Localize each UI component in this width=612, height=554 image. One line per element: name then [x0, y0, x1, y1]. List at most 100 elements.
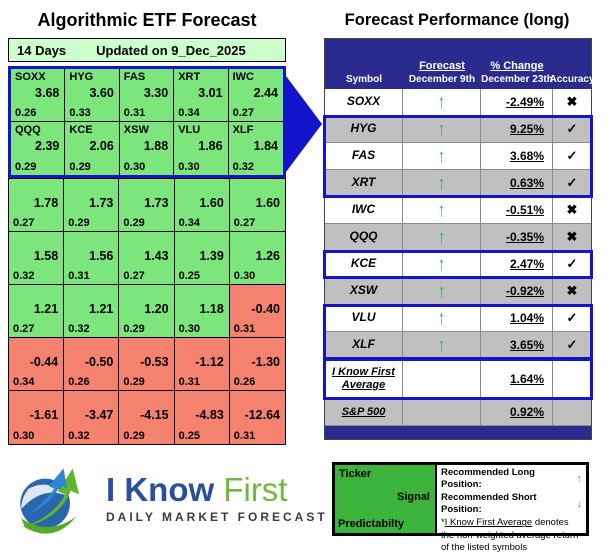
cell-predictability-value: 0.27 — [13, 323, 35, 335]
cell-predictability-value: 0.31 — [233, 430, 256, 442]
forecast-cell: 1.18 0.30 — [174, 285, 230, 338]
cell-predictability-value: 0.33 — [69, 107, 91, 119]
cell-signal-value: 1.18 — [199, 302, 224, 316]
cell-signal-value: -3.47 — [84, 408, 114, 422]
forecast-cell: -0.40 0.31 — [229, 285, 285, 338]
header-symbol: Symbol — [345, 74, 383, 85]
cell-signal-value: 1.39 — [199, 249, 224, 263]
cell-predictability-value: 0.25 — [178, 430, 201, 442]
forecast-cell: SOXX 3.68 0.26 — [11, 69, 66, 122]
cell-signal-value: 1.56 — [89, 249, 114, 263]
legend-cell-notes: Recommended Long Position: ↑ Recommended… — [437, 465, 586, 553]
forecast-cell: -0.44 0.34 — [9, 338, 65, 391]
cell-signal-value: -0.40 — [251, 302, 281, 316]
symbol-label: XLF — [352, 337, 375, 352]
forecast-cell: XRT 3.01 0.34 — [174, 69, 229, 122]
cell-predictability-value: 0.34 — [178, 107, 200, 119]
cell-predictability-value: 0.32 — [68, 430, 90, 442]
table-row-xrt: XRT ↑ 0.63% ✓ — [325, 170, 591, 197]
cell-signal-value: 1.21 — [33, 302, 59, 316]
cell-signal-value: -1.30 — [251, 355, 281, 369]
table-row-vlu: VLU ↑ 1.04% ✓ — [325, 305, 591, 332]
up-arrow-icon: ↑ — [403, 305, 481, 331]
forecast-cell: -4.15 0.29 — [119, 391, 175, 444]
forecast-cell: QQQ 2.39 0.29 — [11, 122, 66, 175]
cell-predictability-value: 0.34 — [178, 217, 201, 229]
change-value: 1.04% — [509, 311, 544, 325]
cell-predictability-value: 0.31 — [178, 376, 201, 388]
table-row-fas: FAS ↑ 3.68% ✓ — [325, 143, 591, 170]
cell-signal-value: 1.43 — [144, 249, 169, 263]
symbol-label: VLU — [351, 310, 376, 325]
accuracy-hit-icon: ✓ — [566, 148, 578, 163]
forecast-cell: KCE 2.06 0.29 — [65, 122, 120, 175]
legend-signal-label: Signal — [396, 491, 430, 503]
top-forecast-highlight-box: SOXX 3.68 0.26 HYG 3.60 0.33 FAS 3.30 0.31 XRT… — [8, 66, 286, 178]
cell-predictability-value: 0.26 — [233, 376, 256, 388]
forecast-cell: 1.21 0.27 — [9, 285, 65, 338]
cell-signal-value: 1.21 — [89, 302, 114, 316]
cell-ticker: SOXX — [15, 71, 46, 83]
forecast-cell: 1.78 0.27 — [9, 179, 65, 232]
table-header: Symbol Forecast December 9th % Change Dece… — [325, 39, 595, 89]
legend-ticker-label: Ticker — [339, 468, 372, 480]
performance-table: Symbol Forecast December 9th % Change Dece… — [323, 38, 595, 440]
cell-predictability-value: 0.27 — [233, 217, 256, 229]
cell-signal-value: 3.30 — [143, 86, 169, 100]
forecast-cell: -4.83 0.25 — [174, 391, 230, 444]
symbol-label: I Know First Average — [332, 365, 395, 391]
cell-signal-value: 1.73 — [89, 196, 114, 210]
symbol-label: XSW — [349, 283, 378, 298]
cell-signal-value: 1.60 — [255, 196, 280, 210]
legend-predictability-label: Predictabilty — [338, 518, 405, 530]
accuracy-miss-icon: ✖ — [566, 202, 578, 217]
forecast-cell: -12.64 0.31 — [229, 391, 285, 444]
accuracy-hit-icon: ✓ — [566, 310, 578, 325]
change-value: 0.92% — [509, 405, 544, 419]
table-row-xlf: XLF ↑ 3.65% ✓ — [325, 332, 591, 359]
change-value: 3.65% — [509, 338, 544, 352]
forecast-cell: 1.60 0.34 — [174, 179, 230, 232]
forecast-cell: -3.47 0.32 — [64, 391, 120, 444]
cell-signal-value: 2.44 — [253, 86, 278, 100]
cell-signal-value: -4.15 — [140, 408, 169, 422]
accuracy-hit-icon: ✓ — [566, 121, 578, 136]
table-row-ikf-average: I Know First Average 1.64% — [325, 359, 591, 399]
cell-predictability-value: 0.29 — [123, 217, 145, 229]
accuracy-hit-icon: ✓ — [566, 337, 578, 352]
up-arrow-icon: ↑ — [403, 89, 481, 115]
accuracy-miss-icon: ✖ — [566, 229, 578, 244]
up-arrow-icon: ↑ — [403, 170, 481, 196]
forecast-cell: 1.58 0.32 — [9, 232, 65, 285]
forecast-cell: 1.56 0.31 — [64, 232, 120, 285]
up-arrow-icon: ↑ — [403, 197, 481, 223]
cell-signal-value: -1.12 — [195, 355, 224, 369]
up-arrow-icon: ↑ — [403, 143, 481, 169]
forecast-cell: FAS 3.30 0.31 — [119, 69, 175, 122]
change-value: 9.25% — [509, 122, 544, 136]
forecast-cell: -1.30 0.26 — [229, 338, 285, 391]
up-arrow-icon: ↑ — [403, 278, 481, 304]
header-forecast: Forecast — [419, 60, 465, 72]
forecast-cell: 1.73 0.29 — [119, 179, 175, 232]
cell-signal-value: 1.84 — [253, 139, 278, 153]
cell-predictability-value: 0.27 — [232, 107, 255, 119]
cell-predictability-value: 0.31 — [233, 323, 256, 335]
change-value: 3.68% — [509, 149, 544, 163]
table-row-iwc: IWC ↑ -0.51% ✖ — [325, 197, 591, 224]
forecast-cell: 1.26 0.30 — [229, 232, 285, 285]
legend-short-label: Recommended Short Position: — [441, 491, 537, 516]
header-change-date: December 23th — [481, 74, 553, 85]
forecast-period-bar: 14 Days Updated on 9_Dec_2025 — [8, 38, 286, 62]
cell-signal-value: 3.60 — [89, 86, 114, 100]
cell-signal-value: -0.44 — [29, 355, 59, 369]
forecast-cell: 1.39 0.25 — [174, 232, 230, 285]
up-arrow-icon: ↑ — [403, 332, 481, 358]
cell-signal-value: 1.20 — [144, 302, 169, 316]
change-value: -0.92% — [505, 284, 544, 298]
change-value: 2.47% — [509, 257, 544, 271]
cell-predictability-value: 0.30 — [233, 270, 256, 282]
cell-ticker: XLF — [232, 124, 254, 136]
cell-signal-value: -12.64 — [244, 408, 280, 422]
cell-signal-value: 1.58 — [33, 249, 59, 263]
